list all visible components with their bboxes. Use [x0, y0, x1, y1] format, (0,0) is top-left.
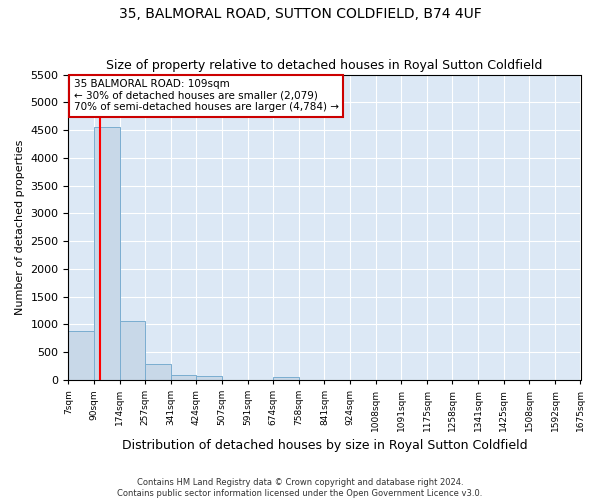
Bar: [171, 375, 196, 380]
Bar: [94, 127, 119, 380]
Bar: [196, 376, 222, 380]
Text: 35 BALMORAL ROAD: 109sqm
← 30% of detached houses are smaller (2,079)
70% of sem: 35 BALMORAL ROAD: 109sqm ← 30% of detach…: [74, 79, 338, 112]
Title: Size of property relative to detached houses in Royal Sutton Coldfield: Size of property relative to detached ho…: [106, 59, 542, 72]
Bar: [119, 321, 145, 380]
Bar: [273, 377, 299, 380]
X-axis label: Distribution of detached houses by size in Royal Sutton Coldfield: Distribution of detached houses by size …: [122, 440, 527, 452]
Text: Contains HM Land Registry data © Crown copyright and database right 2024.
Contai: Contains HM Land Registry data © Crown c…: [118, 478, 482, 498]
Y-axis label: Number of detached properties: Number of detached properties: [15, 140, 25, 315]
Bar: [68, 331, 94, 380]
Bar: [145, 364, 171, 380]
Text: 35, BALMORAL ROAD, SUTTON COLDFIELD, B74 4UF: 35, BALMORAL ROAD, SUTTON COLDFIELD, B74…: [119, 8, 481, 22]
